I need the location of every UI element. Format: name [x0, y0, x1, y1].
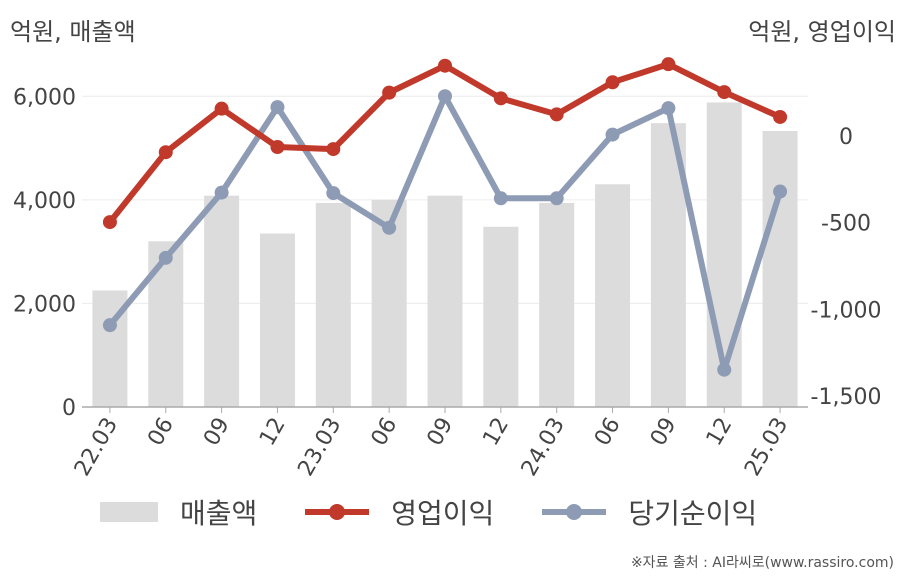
y-left-tick-label: 2,000	[13, 292, 76, 317]
x-tick-label: 12	[478, 414, 514, 451]
legend-item-operating-profit: 영업이익	[305, 492, 494, 532]
point-operating-profit	[717, 85, 732, 100]
point-net-income	[773, 184, 788, 199]
y-right-tick-label: -500	[821, 212, 871, 237]
x-tick-label: 06	[367, 414, 403, 451]
bar-revenue	[315, 202, 351, 407]
point-operating-profit	[438, 58, 452, 73]
x-tick-label: 09	[423, 414, 459, 451]
bar-revenue	[762, 130, 798, 407]
point-net-income	[270, 100, 285, 115]
point-operating-profit	[493, 91, 508, 106]
x-tick-label: 24.03	[517, 414, 570, 481]
y-right-tick-label: 0	[839, 125, 853, 150]
x-tick-label: 09	[199, 414, 235, 451]
y-left-tick-label: 6,000	[13, 85, 76, 110]
legend-label-operating-profit: 영업이익	[391, 497, 495, 530]
y-left-tick-label: 0	[62, 396, 76, 421]
legend-item-revenue: 매출액	[100, 492, 257, 532]
x-tick-label: 06	[590, 414, 626, 451]
bar-revenue	[259, 233, 295, 407]
source-credit: ※자료 출처 : AI라씨로(www.rassiro.com)	[630, 555, 894, 571]
x-tick-label: 22.03	[70, 414, 123, 481]
bar-revenue	[204, 195, 240, 407]
legend: 매출액 영업이익 당기순이익	[100, 492, 805, 532]
point-operating-profit	[214, 101, 229, 116]
x-tick-label: 09	[646, 414, 682, 451]
point-operating-profit	[382, 85, 397, 100]
point-net-income	[717, 362, 732, 377]
point-net-income	[158, 250, 173, 265]
point-operating-profit	[326, 142, 341, 157]
legend-swatch-revenue	[100, 502, 158, 522]
point-net-income	[605, 127, 620, 142]
x-tick-label: 25.03	[740, 414, 793, 481]
point-operating-profit	[102, 215, 117, 230]
point-net-income	[661, 101, 676, 116]
point-operating-profit	[661, 57, 676, 72]
bar-revenue	[539, 202, 575, 407]
left-axis-unit: 억원, 매출액	[10, 18, 136, 46]
legend-label-revenue: 매출액	[180, 497, 258, 530]
point-operating-profit	[270, 140, 285, 155]
point-operating-profit	[773, 109, 788, 124]
point-net-income	[326, 186, 341, 201]
legend-swatch-operating-profit	[305, 504, 370, 520]
x-tick-label: 12	[255, 414, 291, 451]
point-operating-profit	[549, 107, 564, 122]
point-operating-profit	[158, 145, 173, 160]
legend-item-net-income: 당기순이익	[542, 492, 757, 532]
point-net-income	[438, 89, 452, 104]
legend-swatch-net-income	[542, 504, 607, 520]
bar-revenue	[483, 226, 519, 407]
bar-revenue	[427, 195, 463, 407]
x-tick-label: 23.03	[293, 414, 346, 481]
point-net-income	[214, 185, 229, 200]
bar-revenue	[595, 184, 631, 407]
legend-label-net-income: 당기순이익	[628, 497, 758, 530]
point-net-income	[549, 191, 564, 206]
point-operating-profit	[605, 75, 620, 90]
y-right-tick-label: -1,000	[811, 298, 882, 323]
y-right-tick-label: -1,500	[811, 385, 882, 410]
bar-revenue	[148, 241, 184, 407]
x-tick-label: 06	[143, 414, 179, 451]
point-net-income	[493, 191, 508, 206]
y-left-tick-label: 4,000	[13, 189, 76, 214]
point-net-income	[382, 220, 397, 235]
x-tick-label: 12	[702, 414, 738, 451]
point-net-income	[102, 318, 117, 333]
right-axis-unit: 억원, 영업이익	[748, 18, 896, 46]
